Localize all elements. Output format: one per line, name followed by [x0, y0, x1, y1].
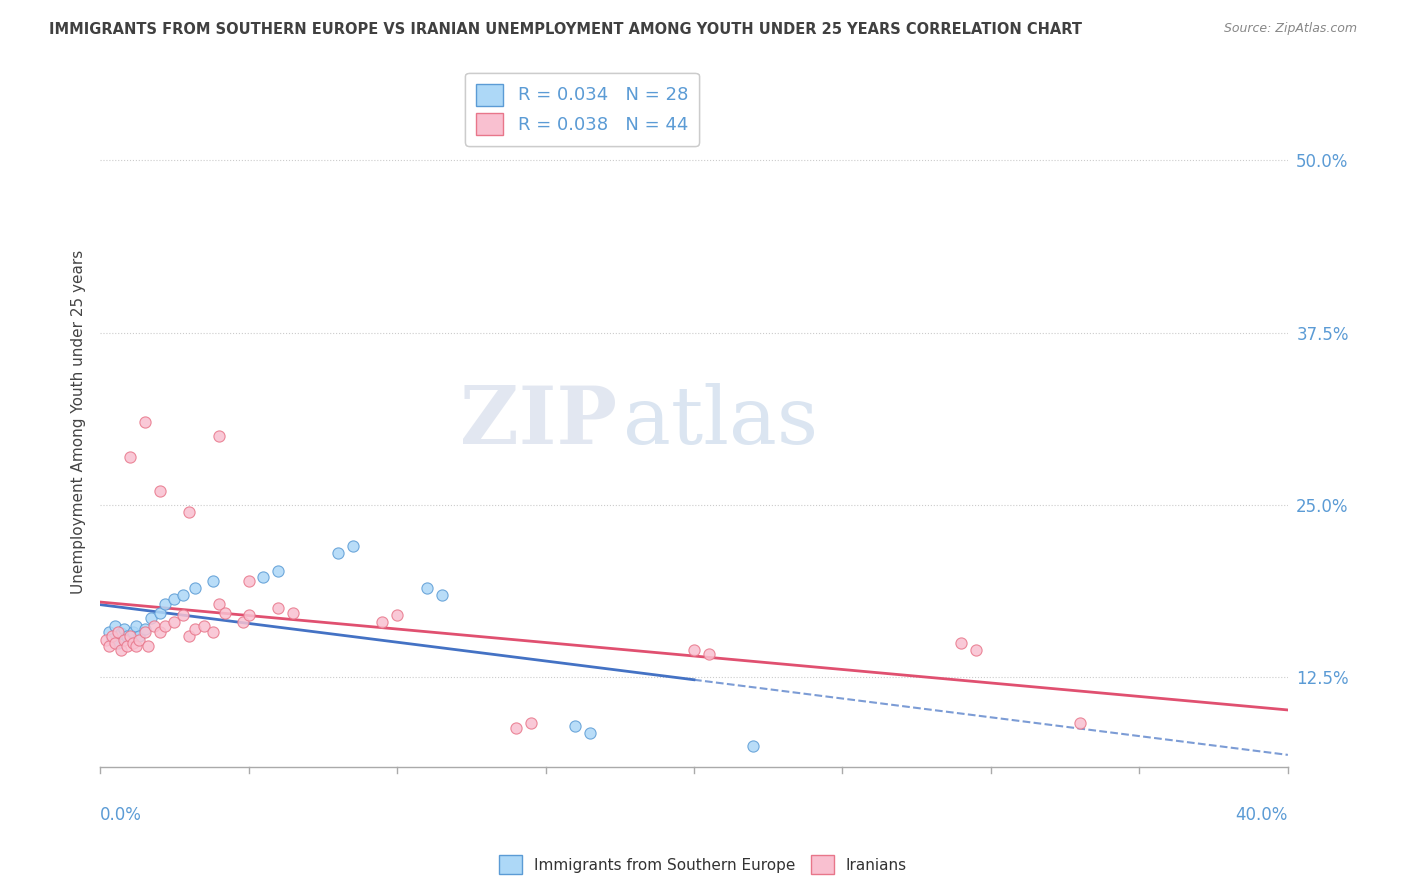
Point: [101, 632, 124, 646]
Point: [121, 636, 143, 650]
Point: [163, 615, 186, 630]
Point: [281, 606, 304, 620]
Point: [107, 624, 129, 639]
Point: [115, 629, 138, 643]
Point: [155, 597, 177, 611]
Point: [110, 626, 132, 640]
Point: [134, 415, 156, 429]
Point: [193, 619, 215, 633]
Y-axis label: Unemployment Among Youth under 25 years: Unemployment Among Youth under 25 years: [72, 250, 86, 594]
Point: [172, 608, 194, 623]
Point: [742, 739, 765, 754]
Point: [155, 619, 177, 633]
Point: [342, 540, 364, 554]
Point: [125, 639, 148, 653]
Point: [115, 639, 138, 653]
Point: [98, 624, 121, 639]
Point: [142, 619, 165, 633]
Point: [201, 624, 224, 639]
Point: [267, 564, 290, 578]
Point: [208, 429, 231, 443]
Point: [139, 611, 162, 625]
Point: [430, 588, 453, 602]
Point: [148, 624, 170, 639]
Point: [134, 624, 156, 639]
Point: [416, 581, 439, 595]
Point: [125, 619, 148, 633]
Point: [697, 647, 720, 661]
Point: [128, 629, 150, 643]
Point: [128, 633, 150, 648]
Point: [101, 629, 124, 643]
Point: [385, 608, 408, 623]
Point: [201, 574, 224, 588]
Point: [232, 615, 254, 630]
Point: [104, 636, 127, 650]
Point: [965, 642, 987, 657]
Point: [118, 632, 141, 646]
Point: [208, 597, 231, 611]
Text: atlas: atlas: [623, 384, 818, 461]
Text: Source: ZipAtlas.com: Source: ZipAtlas.com: [1223, 22, 1357, 36]
Point: [179, 505, 201, 519]
Text: IMMIGRANTS FROM SOUTHERN EUROPE VS IRANIAN UNEMPLOYMENT AMONG YOUTH UNDER 25 YEA: IMMIGRANTS FROM SOUTHERN EUROPE VS IRANI…: [49, 22, 1083, 37]
Point: [104, 619, 127, 633]
Point: [136, 639, 159, 653]
Point: [179, 629, 201, 643]
Point: [118, 629, 141, 643]
Point: [238, 574, 260, 588]
Point: [112, 633, 135, 648]
Point: [112, 622, 135, 636]
Legend: R = 0.034   N = 28, R = 0.038   N = 44: R = 0.034 N = 28, R = 0.038 N = 44: [465, 72, 699, 145]
Point: [267, 601, 290, 615]
Point: [950, 636, 973, 650]
Point: [110, 642, 132, 657]
Point: [98, 639, 121, 653]
Point: [148, 484, 170, 499]
Point: [121, 624, 143, 639]
Point: [238, 608, 260, 623]
Legend: Immigrants from Southern Europe, Iranians: Immigrants from Southern Europe, Iranian…: [494, 849, 912, 880]
Point: [134, 622, 156, 636]
Point: [214, 606, 236, 620]
Point: [163, 591, 186, 606]
Point: [107, 636, 129, 650]
Point: [371, 615, 394, 630]
Point: [683, 642, 706, 657]
Point: [519, 715, 541, 730]
Point: [579, 725, 602, 739]
Point: [564, 719, 586, 733]
Point: [148, 606, 170, 620]
Point: [184, 622, 207, 636]
Text: 40.0%: 40.0%: [1236, 805, 1288, 823]
Point: [326, 546, 349, 560]
Point: [505, 722, 527, 736]
Text: 0.0%: 0.0%: [100, 805, 142, 823]
Point: [252, 570, 274, 584]
Point: [118, 450, 141, 464]
Point: [94, 633, 117, 648]
Point: [1069, 715, 1091, 730]
Point: [172, 588, 194, 602]
Point: [184, 581, 207, 595]
Text: ZIP: ZIP: [460, 384, 617, 461]
